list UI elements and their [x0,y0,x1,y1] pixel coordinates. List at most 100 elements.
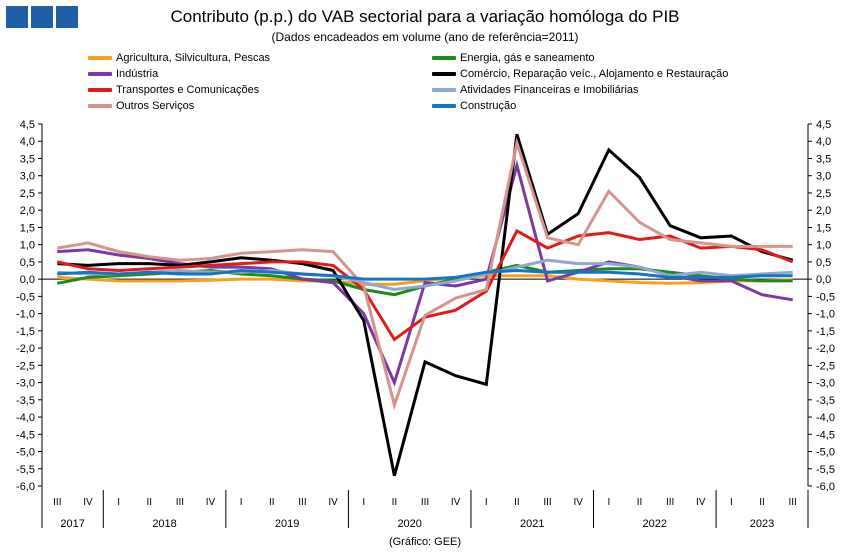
y-tick-label-right: 1,0 [816,240,831,252]
legend-swatch [88,72,112,76]
y-tick-label-left: -5,0 [16,447,35,459]
legend-item-financeiras: Atividades Financeiras e Imobiliárias [432,84,639,96]
y-tick-label-left: -2,0 [16,343,35,355]
y-tick-label-right: 0,5 [816,257,831,269]
quarter-label: II [514,497,520,508]
y-tick-label-right: 3,0 [816,171,831,183]
year-label: 2023 [750,518,774,530]
legend-label: Energia, gás e saneamento [460,52,595,64]
legend-swatch [432,104,456,108]
y-tick-label-left: 3,0 [20,171,35,183]
y-tick-label-right: -1,0 [816,309,835,321]
y-tick-label-left: -6,0 [16,481,35,493]
legend-swatch [88,104,112,108]
quarter-label: IV [328,497,338,508]
y-tick-label-right: -4,0 [816,412,835,424]
legend-item-transportes: Transportes e Comunicações [88,84,259,96]
y-tick-label-right: -1,5 [816,326,835,338]
y-tick-label-left: 3,5 [20,153,35,165]
y-tick-label-right: 1,5 [816,222,831,234]
quarter-label: I [117,497,120,508]
series-line [57,137,793,411]
legend-item-outros-servicos: Outros Serviços [88,100,194,112]
chart-title: Contributo (p.p.) do VAB sectorial para … [170,7,680,26]
legend-label: Agricultura, Silvicultura, Pescas [116,52,271,64]
y-tick-label-left: 0,0 [20,274,35,286]
y-tick-label-right: -4,5 [816,429,835,441]
quarter-label: II [146,497,152,508]
y-tick-label-right: 4,5 [816,119,831,131]
legend-swatch [432,88,456,92]
legend-item-industria: Indústria [88,68,158,80]
year-label: 2021 [520,518,544,530]
legend-label: Transportes e Comunicações [116,84,260,96]
y-tick-label-left: -4,0 [16,412,35,424]
legend-item-agricultura: Agricultura, Silvicultura, Pescas [88,52,270,64]
y-tick-label-right: -0,5 [816,291,835,303]
series-line [57,133,794,477]
y-tick-label-left: -2,5 [16,360,35,372]
y-tick-label-right: -2,0 [816,343,835,355]
quarter-label: I [607,497,610,508]
quarter-label: III [176,497,184,508]
y-tick-label-left: -5,5 [16,464,35,476]
series-line [57,274,793,286]
quarter-label: III [53,497,61,508]
y-tick-label-right: -2,5 [816,360,835,372]
y-tick-label-right: 4,0 [816,136,831,148]
legend-label: Construção [460,100,517,112]
y-tick-label-left: -3,0 [16,378,35,390]
legend-label: Comércio, Reparação veíc., Alojamento e … [460,68,729,80]
quarter-label: III [421,497,429,508]
y-tick-label-right: -3,5 [816,395,835,407]
quarter-label: II [637,497,643,508]
year-label: 2017 [60,518,84,530]
quarter-label: II [392,497,398,508]
y-tick-label-right: 0,0 [816,274,831,286]
y-tick-label-left: 1,5 [20,222,35,234]
legend-swatch [88,88,112,92]
quarter-label: IV [573,497,583,508]
quarter-label: IV [83,497,93,508]
quarter-label: II [759,497,765,508]
legend-label: Outros Serviços [116,100,195,112]
y-tick-label-right: -6,0 [816,481,835,493]
y-tick-label-right: -5,5 [816,464,835,476]
y-tick-label-left: 0,5 [20,257,35,269]
y-tick-label-left: -0,5 [16,291,35,303]
legend-swatch [432,72,456,76]
series-line [57,258,793,292]
y-tick-label-left: 4,0 [20,136,35,148]
y-tick-label-right: -3,0 [816,378,835,390]
y-tick-label-left: 2,5 [20,188,35,200]
y-tick-label-left: -1,0 [16,309,35,321]
chart-subtitle: (Dados encadeados em volume (ano de refe… [271,30,579,44]
logo-block [31,6,53,28]
legend-label: Indústria [116,68,159,80]
quarter-label: I [362,497,365,508]
legend-label: Atividades Financeiras e Imobiliárias [460,84,639,96]
y-tick-label-left: 2,0 [20,205,35,217]
quarter-label: I [730,497,733,508]
legend-item-energia: Energia, gás e saneamento [432,52,595,64]
quarter-label: I [240,497,243,508]
y-tick-label-left: -4,5 [16,429,35,441]
year-label: 2018 [152,518,176,530]
logo-block [6,6,28,28]
source-note: (Gráfico: GEE) [388,536,462,548]
gee-logo [6,6,78,28]
logo-block [56,6,78,28]
quarter-label: III [789,497,797,508]
legend-swatch [88,56,112,60]
quarter-label: I [485,497,488,508]
y-tick-label-right: -5,0 [816,447,835,459]
legend-item-comercio: Comércio, Reparação veíc., Alojamento e … [432,68,728,80]
y-tick-label-right: 3,5 [816,153,831,165]
quarter-label: IV [206,497,216,508]
quarter-label: IV [451,497,461,508]
quarter-label: III [666,497,674,508]
quarter-label: III [298,497,306,508]
series-line [57,268,793,281]
quarter-label: II [269,497,275,508]
